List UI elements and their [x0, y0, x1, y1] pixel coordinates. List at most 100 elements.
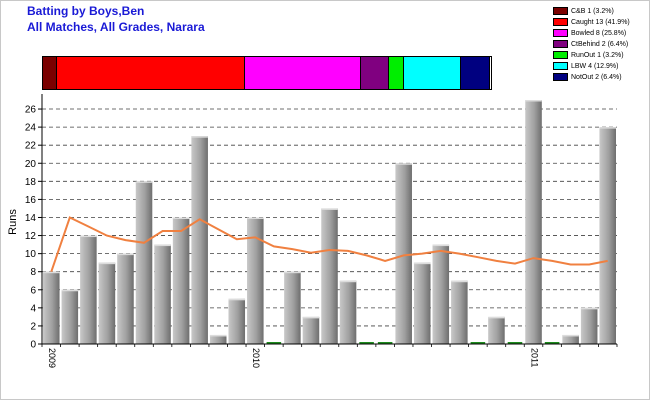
chart-subtitle: All Matches, All Grades, Narara	[27, 20, 205, 34]
bar-highlight	[98, 262, 116, 265]
bar-highlight	[172, 217, 190, 219]
bar	[432, 244, 450, 344]
stack-segment	[403, 57, 462, 89]
stack-segment	[389, 57, 404, 89]
legend-swatch	[553, 29, 568, 38]
y-tick-label: 22	[25, 141, 37, 152]
legend-swatch	[553, 62, 568, 71]
y-axis-label: Runs	[7, 209, 19, 235]
bar-highlight	[339, 280, 357, 283]
y-tick-label: 14	[25, 213, 37, 224]
bar	[544, 342, 560, 344]
y-tick-label: 24	[25, 123, 37, 134]
y-tick-label: 16	[25, 195, 37, 206]
legend-swatch	[553, 51, 568, 60]
legend-swatch	[553, 18, 568, 27]
bar	[302, 316, 320, 344]
stack-segment	[57, 57, 246, 89]
y-tick-label: 4	[30, 303, 36, 314]
bar-highlight	[580, 307, 598, 310]
dismissal-stack-bar	[42, 56, 492, 90]
bar-highlight	[302, 316, 320, 319]
bar-highlight	[80, 235, 97, 238]
legend-label: RunOut 1 (3.2%)	[571, 52, 624, 59]
x-tick-label: 2011	[529, 348, 539, 367]
bar	[247, 217, 264, 344]
legend-item: LBW 4 (12.9%)	[553, 61, 630, 72]
bar	[507, 342, 523, 344]
y-tick-label: 6	[30, 285, 36, 296]
legend-item: RunOut 1 (3.2%)	[553, 50, 630, 61]
bar	[525, 100, 542, 344]
bar	[359, 342, 374, 344]
legend-swatch	[553, 7, 568, 16]
average-line	[50, 216, 608, 273]
y-tick-label: 18	[25, 177, 37, 188]
bar	[599, 127, 616, 344]
bar-highlight	[488, 316, 505, 319]
legend-item: C&B 1 (3.2%)	[553, 6, 630, 17]
bar	[266, 342, 282, 344]
stack-segment	[43, 57, 58, 89]
bar-highlight	[191, 136, 208, 138]
bar-highlight	[525, 100, 542, 102]
bar-highlight	[321, 208, 338, 210]
bar-highlight	[284, 271, 301, 274]
stack-segment	[461, 57, 491, 89]
bar	[172, 217, 190, 344]
legend-item: Caught 13 (41.9%)	[553, 17, 630, 28]
bar-highlight	[247, 217, 264, 219]
bar	[395, 163, 412, 344]
bar	[562, 334, 579, 344]
bar-highlight	[154, 244, 171, 247]
bar	[191, 136, 208, 344]
legend-item: Bowled 8 (25.8%)	[553, 28, 630, 39]
bar-highlight	[413, 262, 431, 265]
bar	[61, 289, 79, 344]
bar	[470, 342, 486, 344]
bar	[154, 244, 171, 344]
stack-segment	[245, 57, 361, 89]
y-tick-label: 26	[25, 105, 37, 116]
y-tick-label: 2	[30, 321, 36, 332]
bar-highlight	[432, 244, 450, 247]
legend-swatch	[553, 40, 568, 49]
x-tick-label: 2010	[251, 348, 261, 368]
bar	[284, 271, 301, 344]
y-tick-label: 0	[30, 340, 36, 351]
bar	[451, 280, 468, 344]
legend: C&B 1 (3.2%) Caught 13 (41.9%) Bowled 8 (2…	[553, 6, 630, 83]
bar	[580, 307, 598, 344]
bar	[377, 342, 393, 344]
legend-swatch	[553, 73, 568, 82]
legend-label: Bowled 8 (25.8%)	[571, 30, 627, 37]
bar-highlight	[209, 334, 227, 337]
legend-label: Caught 13 (41.9%)	[571, 19, 630, 26]
bar	[117, 253, 134, 344]
y-tick-label: 12	[25, 231, 37, 242]
chart-title: Batting by Boys,Ben	[27, 4, 145, 18]
bar	[43, 271, 60, 344]
legend-label: LBW 4 (12.9%)	[571, 63, 619, 70]
bar	[209, 334, 227, 344]
bar-highlight	[451, 280, 468, 283]
bar	[80, 235, 97, 344]
bar-highlight	[117, 253, 134, 256]
y-tick-label: 20	[25, 159, 37, 170]
bar	[98, 262, 116, 344]
legend-label: CtBehind 2 (6.4%)	[571, 41, 629, 48]
bar-highlight	[61, 289, 79, 292]
bar-highlight	[43, 271, 60, 274]
bar-highlight	[599, 127, 616, 129]
x-tick-label: 2009	[47, 348, 57, 368]
bar-highlight	[562, 334, 579, 337]
legend-label: C&B 1 (3.2%)	[571, 8, 614, 15]
y-tick-label: 10	[25, 249, 37, 260]
bar-highlight	[395, 163, 412, 165]
bar	[321, 208, 338, 344]
stack-segment	[360, 57, 390, 89]
bar-highlight	[228, 298, 246, 301]
bar	[488, 316, 505, 344]
bar	[413, 262, 431, 344]
